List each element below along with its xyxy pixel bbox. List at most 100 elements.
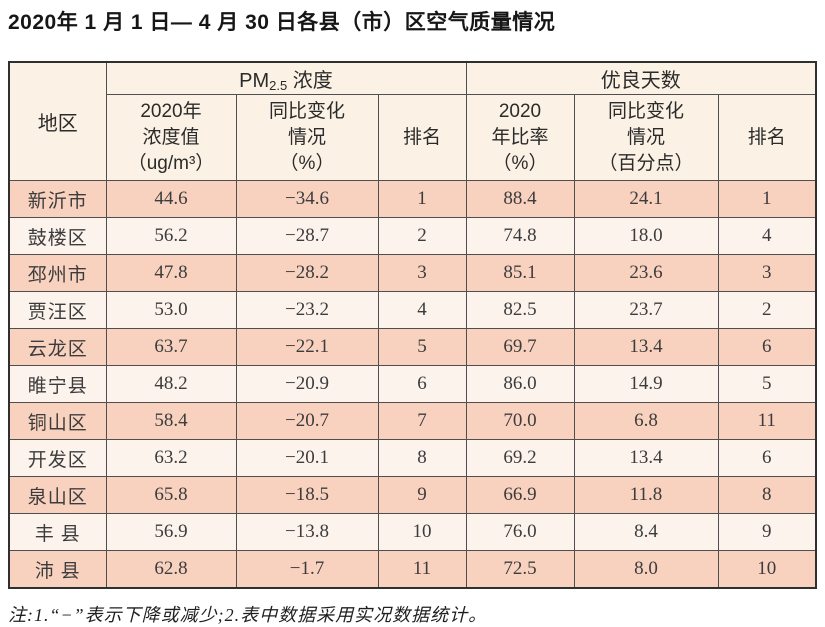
value-cell: 23.7 xyxy=(573,291,719,329)
table-row: 铜山区 58.4 −20.7 7 70.0 6.8 11 xyxy=(8,402,817,440)
pm25-label-suffix: 浓度 xyxy=(287,70,333,92)
value-cell: 1 xyxy=(717,180,817,218)
region-cell: 沛 县 xyxy=(8,550,107,589)
value-cell: 4 xyxy=(377,291,467,329)
value-cell: 24.1 xyxy=(573,180,719,218)
value-cell: −18.5 xyxy=(235,476,379,514)
value-cell: 47.8 xyxy=(105,254,237,292)
value-cell: 8.0 xyxy=(573,550,719,589)
value-cell: −20.9 xyxy=(235,365,379,403)
pm25-label-prefix: PM xyxy=(239,70,270,92)
value-cell: 9 xyxy=(377,476,467,514)
value-cell: 4 xyxy=(717,217,817,255)
value-cell: 69.7 xyxy=(465,328,575,366)
value-cell: 76.0 xyxy=(465,513,575,551)
value-cell: 74.8 xyxy=(465,217,575,255)
value-cell: 14.9 xyxy=(573,365,719,403)
table-row: 丰 县 56.9 −13.8 10 76.0 8.4 9 xyxy=(8,513,817,551)
header-good-days-rate: 2020 年比率 （%） xyxy=(465,94,575,181)
region-cell: 丰 县 xyxy=(8,513,107,551)
value-cell: 11 xyxy=(717,402,817,440)
sub-header-row: 2020年 浓度值 （ug/m³） 同比变化 情况 （%） 排名 2020 年比… xyxy=(9,94,817,181)
group-header-row: 地区 PM2.5 浓度 优良天数 xyxy=(8,61,817,181)
header-good-days-rank: 排名 xyxy=(717,94,817,181)
value-cell: 8 xyxy=(717,476,817,514)
table-header: 地区 PM2.5 浓度 优良天数 2020年 浓度值 （ug/m³） 同比变化 … xyxy=(8,61,817,181)
value-cell: 63.7 xyxy=(105,328,237,366)
header-pm25-rank: 排名 xyxy=(377,94,467,181)
value-cell: −20.1 xyxy=(235,439,379,477)
pm25-label-subscript: 2.5 xyxy=(269,78,288,93)
value-cell: 7 xyxy=(377,402,467,440)
value-cell: 23.6 xyxy=(573,254,719,292)
value-cell: 48.2 xyxy=(105,365,237,403)
table-row: 睢宁县 48.2 −20.9 6 86.0 14.9 5 xyxy=(8,365,817,403)
region-cell: 泉山区 xyxy=(8,476,107,514)
region-cell: 睢宁县 xyxy=(8,365,107,403)
value-cell: 9 xyxy=(717,513,817,551)
header-pm25-group: PM2.5 浓度 xyxy=(105,61,467,95)
value-cell: 69.2 xyxy=(465,439,575,477)
value-cell: −34.6 xyxy=(235,180,379,218)
value-cell: 3 xyxy=(717,254,817,292)
value-cell: 82.5 xyxy=(465,291,575,329)
value-cell: 6 xyxy=(377,365,467,403)
value-cell: 53.0 xyxy=(105,291,237,329)
value-cell: 6 xyxy=(717,328,817,366)
value-cell: 56.2 xyxy=(105,217,237,255)
value-cell: 8.4 xyxy=(573,513,719,551)
value-cell: −22.1 xyxy=(235,328,379,366)
value-cell: 13.4 xyxy=(573,439,719,477)
header-pm25-yoy-change: 同比变化 情况 （%） xyxy=(235,94,379,181)
air-quality-table: 地区 PM2.5 浓度 优良天数 2020年 浓度值 （ug/m³） 同比变化 … xyxy=(8,61,817,589)
table-row: 鼓楼区 56.2 −28.7 2 74.8 18.0 4 xyxy=(8,217,817,255)
value-cell: 6.8 xyxy=(573,402,719,440)
region-cell: 开发区 xyxy=(8,439,107,477)
table-row: 开发区 63.2 −20.1 8 69.2 13.4 6 xyxy=(8,439,817,477)
value-cell: −13.8 xyxy=(235,513,379,551)
value-cell: 86.0 xyxy=(465,365,575,403)
region-cell: 贾汪区 xyxy=(8,291,107,329)
value-cell: 44.6 xyxy=(105,180,237,218)
value-cell: 11 xyxy=(377,550,467,589)
value-cell: −1.7 xyxy=(235,550,379,589)
value-cell: 58.4 xyxy=(105,402,237,440)
value-cell: −23.2 xyxy=(235,291,379,329)
value-cell: 13.4 xyxy=(573,328,719,366)
value-cell: 66.9 xyxy=(465,476,575,514)
value-cell: 62.8 xyxy=(105,550,237,589)
value-cell: 8 xyxy=(377,439,467,477)
header-good-days-group: 优良天数 xyxy=(465,61,817,95)
value-cell: 2 xyxy=(717,291,817,329)
value-cell: 5 xyxy=(377,328,467,366)
region-cell: 邳州市 xyxy=(8,254,107,292)
header-good-days-yoy-change: 同比变化 情况 （百分点） xyxy=(573,94,719,181)
page-title: 2020年 1 月 1 日— 4 月 30 日各县（市）区空气质量情况 xyxy=(8,11,556,34)
value-cell: 72.5 xyxy=(465,550,575,589)
value-cell: 85.1 xyxy=(465,254,575,292)
value-cell: 6 xyxy=(717,439,817,477)
table-row: 泉山区 65.8 −18.5 9 66.9 11.8 8 xyxy=(8,476,817,514)
value-cell: 65.8 xyxy=(105,476,237,514)
footnote: 注:1.“−”表示下降或减少;2.表中数据采用实况数据统计。 xyxy=(8,605,488,625)
value-cell: 70.0 xyxy=(465,402,575,440)
value-cell: 56.9 xyxy=(105,513,237,551)
value-cell: 1 xyxy=(377,180,467,218)
region-cell: 鼓楼区 xyxy=(8,217,107,255)
region-cell: 铜山区 xyxy=(8,402,107,440)
value-cell: 18.0 xyxy=(573,217,719,255)
value-cell: 11.8 xyxy=(573,476,719,514)
region-cell: 云龙区 xyxy=(8,328,107,366)
value-cell: −28.7 xyxy=(235,217,379,255)
table-row: 沛 县 62.8 −1.7 11 72.5 8.0 10 xyxy=(8,550,817,589)
value-cell: −20.7 xyxy=(235,402,379,440)
value-cell: 10 xyxy=(717,550,817,589)
table-row: 云龙区 63.7 −22.1 5 69.7 13.4 6 xyxy=(8,328,817,366)
table-body: 新沂市 44.6 −34.6 1 88.4 24.1 1 鼓楼区 56.2 −28.7 2 74.8 1… xyxy=(8,180,817,589)
value-cell: 2 xyxy=(377,217,467,255)
table-row: 贾汪区 53.0 −23.2 4 82.5 23.7 2 xyxy=(8,291,817,329)
header-pm25-concentration: 2020年 浓度值 （ug/m³） xyxy=(105,94,237,181)
table-row: 邳州市 47.8 −28.2 3 85.1 23.6 3 xyxy=(8,254,817,292)
value-cell: 10 xyxy=(377,513,467,551)
